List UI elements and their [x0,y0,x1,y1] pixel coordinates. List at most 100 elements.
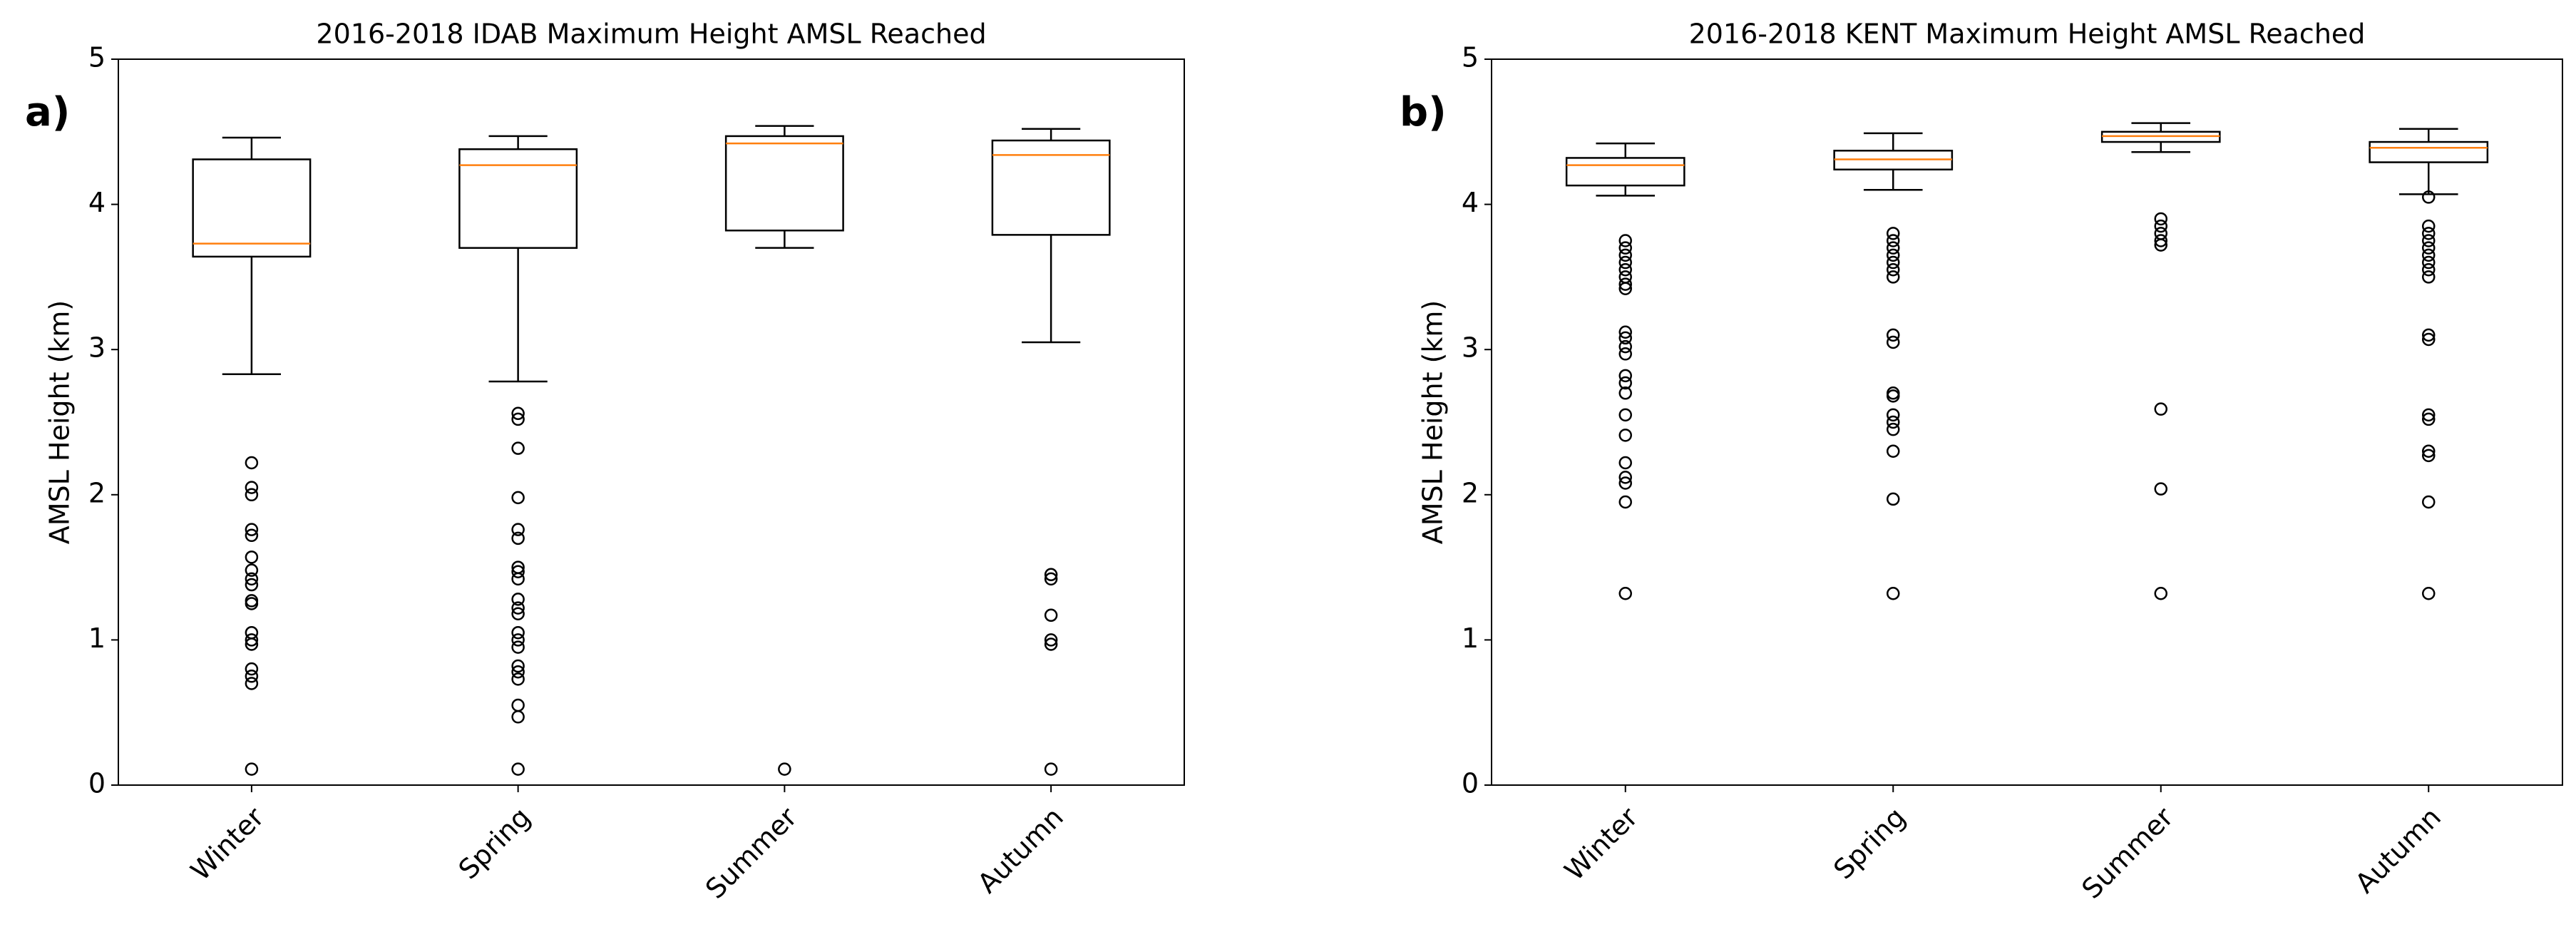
outlier [1887,415,1900,429]
x-tick-label: Spring [1827,801,1912,886]
outlier [1618,376,1632,390]
plot-frame [118,58,1185,786]
box [724,135,844,232]
outlier [1887,328,1900,342]
outlier [1887,234,1900,247]
panel-label: b) [1400,89,1447,135]
outlier [245,563,259,577]
y-tick-label: 2 [1462,477,1479,508]
outlier [2422,227,2436,240]
outlier [511,406,525,421]
outlier [1618,386,1632,400]
box [192,158,312,258]
outlier [1044,572,1058,586]
outlier [2422,408,2436,422]
outlier [245,488,259,502]
outlier [1887,255,1900,270]
outlier [2422,412,2436,426]
outlier [1618,255,1632,270]
outlier [2154,586,2167,600]
outlier [2422,190,2436,204]
outlier [2154,212,2167,226]
y-tick-label: 3 [88,332,106,364]
outlier [1044,762,1058,776]
outlier [511,672,525,686]
y-tick-label: 0 [1462,768,1479,799]
outlier [245,528,259,543]
outlier [2422,262,2436,277]
y-axis-label: AMSL Height (km) [44,300,76,545]
x-tick-label: Spring [453,801,537,886]
y-axis-label: AMSL Height (km) [1417,300,1449,545]
x-tick-label: Summer [699,801,803,904]
outlier [245,456,259,470]
outlier [511,572,525,586]
outlier [1887,389,1900,403]
outlier [511,531,525,546]
outlier [511,565,525,578]
outlier [1044,568,1058,582]
outlier [511,523,525,536]
outlier [1618,495,1632,509]
outlier [1044,637,1058,651]
outlier [1618,429,1632,442]
outlier [1618,586,1632,600]
outlier [1618,408,1632,422]
box [2369,140,2489,163]
outlier [245,762,259,776]
outlier [511,593,525,606]
outlier [1887,335,1900,349]
outlier [1887,444,1900,458]
outlier [2422,248,2436,262]
outlier [1887,248,1900,262]
y-tick-label: 1 [1462,623,1479,654]
outlier [1618,471,1632,484]
y-tick-label: 4 [88,187,106,218]
outlier [2154,219,2167,233]
y-tick-label: 5 [1462,42,1479,73]
outlier [1618,339,1632,354]
outlier [1618,331,1632,345]
outlier [1618,234,1632,247]
outlier [1887,227,1900,240]
outlier [511,601,525,615]
outlier [245,637,259,651]
box [991,139,1111,236]
outlier [1887,586,1900,600]
outlier [511,412,525,426]
outlier [1618,325,1632,339]
outlier [2422,449,2436,463]
outlier [1618,248,1632,262]
outlier [245,550,259,564]
y-tick-label: 5 [88,42,106,73]
outlier [511,633,525,647]
outlier [2154,234,2167,247]
y-tick-label: 4 [1462,187,1479,218]
outlier [1618,277,1632,291]
x-tick-label: Winter [1559,801,1644,886]
outlier [245,670,259,683]
chart-title: 2016-2018 IDAB Maximum Height AMSL Reach… [316,19,986,50]
outlier [2422,332,2436,347]
outlier [1044,608,1058,623]
plot-frame [1491,58,2563,786]
outlier [2422,219,2436,233]
outlier [1887,241,1900,255]
y-tick-label: 2 [88,477,106,508]
outlier [1618,241,1632,255]
outlier [511,665,525,679]
outlier [778,762,791,776]
outlier [245,523,259,536]
outlier [2422,586,2436,600]
outlier [1887,492,1900,506]
outlier [245,572,259,586]
outlier [245,677,259,690]
outlier [245,662,259,676]
outlier [511,607,525,621]
outlier [1618,476,1632,490]
outlier [2422,234,2436,247]
x-tick-label: Winter [185,801,270,886]
outlier [1618,262,1632,277]
panel-label: a) [25,89,70,135]
